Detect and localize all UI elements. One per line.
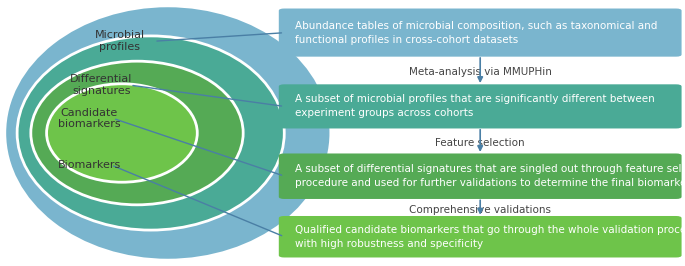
- Text: A subset of differential signatures that are singled out through feature selecti: A subset of differential signatures that…: [295, 164, 685, 188]
- FancyBboxPatch shape: [279, 153, 682, 199]
- Text: Comprehensive validations: Comprehensive validations: [409, 205, 551, 215]
- Text: Differential
signatures: Differential signatures: [70, 74, 133, 96]
- Text: Feature selection: Feature selection: [436, 138, 525, 148]
- Ellipse shape: [31, 61, 243, 205]
- Text: Microbial
profiles: Microbial profiles: [95, 30, 145, 52]
- FancyBboxPatch shape: [279, 84, 682, 128]
- Text: Biomarkers: Biomarkers: [58, 160, 121, 170]
- Ellipse shape: [47, 84, 197, 182]
- Ellipse shape: [5, 6, 331, 260]
- Text: Candidate
biomarkers: Candidate biomarkers: [58, 107, 121, 129]
- Text: Meta-analysis via MMUPHin: Meta-analysis via MMUPHin: [409, 67, 551, 77]
- Text: Abundance tables of microbial composition, such as taxonomical and
functional pr: Abundance tables of microbial compositio…: [295, 20, 657, 45]
- FancyBboxPatch shape: [279, 9, 682, 57]
- FancyBboxPatch shape: [279, 216, 682, 257]
- Ellipse shape: [17, 36, 284, 230]
- Text: A subset of microbial profiles that are significantly different between
experime: A subset of microbial profiles that are …: [295, 94, 654, 118]
- Text: Qualified candidate biomarkers that go through the whole validation procedure
wi: Qualified candidate biomarkers that go t…: [295, 225, 685, 249]
